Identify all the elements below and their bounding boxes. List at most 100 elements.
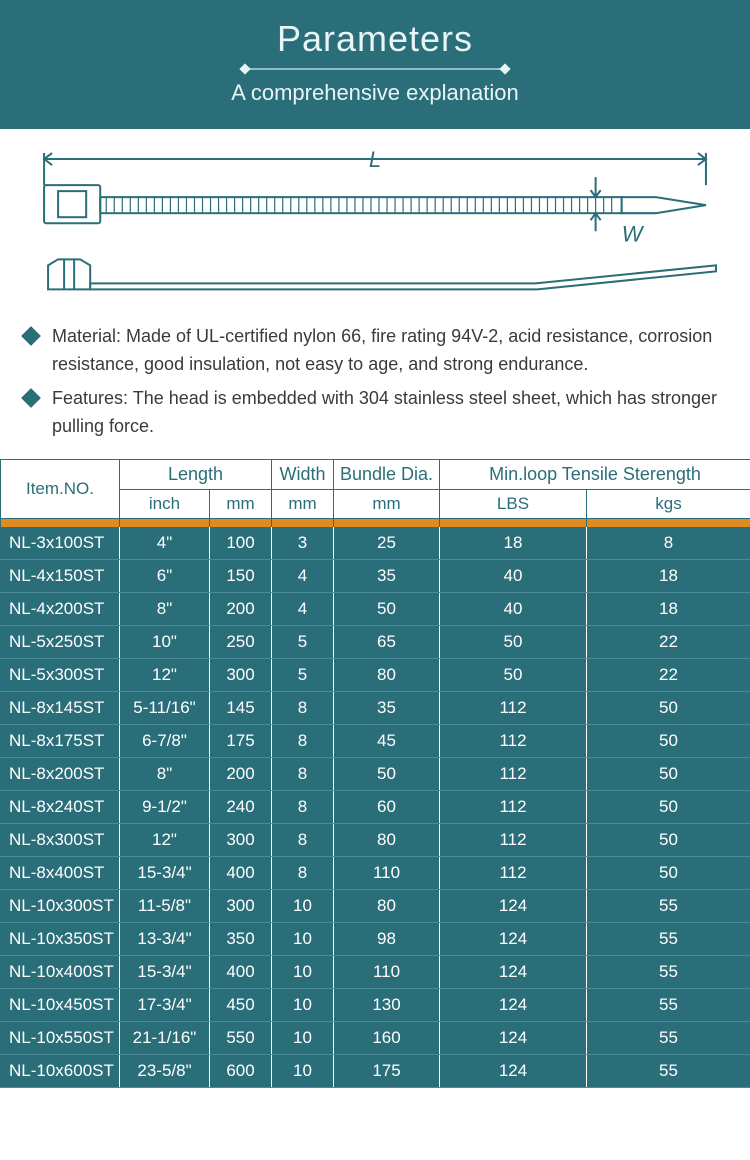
cell-item: NL-3x100ST [1, 527, 120, 560]
cell-wmm: 8 [272, 757, 334, 790]
cell-lbs: 18 [440, 527, 587, 560]
cell-kgs: 50 [587, 691, 750, 724]
cell-kgs: 50 [587, 724, 750, 757]
cell-wmm: 5 [272, 658, 334, 691]
table-row: NL-10x450ST17-3/4"4501013012455 [1, 988, 750, 1021]
cell-kgs: 55 [587, 922, 750, 955]
table-row: NL-8x240ST9-1/2"24086011250 [1, 790, 750, 823]
cell-kgs: 22 [587, 625, 750, 658]
cell-lmm: 200 [210, 757, 272, 790]
cell-item: NL-10x300ST [1, 889, 120, 922]
cell-inch: 15-3/4" [120, 856, 210, 889]
cell-lbs: 112 [440, 724, 587, 757]
cell-lbs: 112 [440, 790, 587, 823]
cell-inch: 12" [120, 658, 210, 691]
cell-wmm: 10 [272, 922, 334, 955]
cell-inch: 11-5/8" [120, 889, 210, 922]
diagram-svg: L W [24, 147, 726, 317]
cell-lbs: 50 [440, 625, 587, 658]
cell-kgs: 18 [587, 592, 750, 625]
cell-lmm: 400 [210, 856, 272, 889]
cell-wmm: 4 [272, 559, 334, 592]
cell-lbs: 40 [440, 559, 587, 592]
cell-bdia: 35 [334, 559, 440, 592]
cell-kgs: 50 [587, 823, 750, 856]
cell-lbs: 50 [440, 658, 587, 691]
header-divider [245, 68, 505, 70]
cell-item: NL-8x300ST [1, 823, 120, 856]
col-tensile: Min.loop Tensile Sterength [440, 460, 750, 490]
cell-item: NL-4x200ST [1, 592, 120, 625]
cell-lbs: 124 [440, 988, 587, 1021]
cell-lmm: 145 [210, 691, 272, 724]
cell-lmm: 350 [210, 922, 272, 955]
cell-lmm: 200 [210, 592, 272, 625]
cell-bdia: 98 [334, 922, 440, 955]
bullet-material: Material: Made of UL-certified nylon 66,… [28, 323, 722, 379]
cell-lbs: 112 [440, 757, 587, 790]
col-bundle-mm: mm [334, 490, 440, 519]
cell-inch: 8" [120, 592, 210, 625]
cell-inch: 15-3/4" [120, 955, 210, 988]
cell-bdia: 45 [334, 724, 440, 757]
cell-bdia: 160 [334, 1021, 440, 1054]
cell-bdia: 80 [334, 658, 440, 691]
cell-item: NL-8x145ST [1, 691, 120, 724]
cell-bdia: 80 [334, 889, 440, 922]
cell-wmm: 4 [272, 592, 334, 625]
table-row: NL-10x300ST11-5/8"300108012455 [1, 889, 750, 922]
cell-item: NL-10x600ST [1, 1054, 120, 1087]
cell-wmm: 10 [272, 1021, 334, 1054]
cell-lmm: 100 [210, 527, 272, 560]
cell-kgs: 50 [587, 757, 750, 790]
cell-kgs: 22 [587, 658, 750, 691]
table-row: NL-10x400ST15-3/4"4001011012455 [1, 955, 750, 988]
cell-wmm: 8 [272, 691, 334, 724]
cell-lmm: 300 [210, 658, 272, 691]
table-row: NL-8x400ST15-3/4"400811011250 [1, 856, 750, 889]
cell-lbs: 40 [440, 592, 587, 625]
header: Parameters A comprehensive explanation [0, 0, 750, 126]
page-subtitle: A comprehensive explanation [0, 80, 750, 106]
cell-kgs: 50 [587, 790, 750, 823]
table-row: NL-5x300ST12"3005805022 [1, 658, 750, 691]
cell-lbs: 112 [440, 691, 587, 724]
cell-lbs: 124 [440, 1021, 587, 1054]
table-row: NL-8x145ST5-11/16"14583511250 [1, 691, 750, 724]
cell-wmm: 10 [272, 988, 334, 1021]
table-row: NL-8x200ST8"20085011250 [1, 757, 750, 790]
cell-kgs: 55 [587, 955, 750, 988]
table-row: NL-5x250ST10"2505655022 [1, 625, 750, 658]
cell-wmm: 5 [272, 625, 334, 658]
cell-inch: 4" [120, 527, 210, 560]
cell-item: NL-10x400ST [1, 955, 120, 988]
diamond-icon [21, 327, 41, 347]
cell-kgs: 55 [587, 1021, 750, 1054]
table-row: NL-4x200ST8"2004504018 [1, 592, 750, 625]
table-row: NL-3x100ST4"100325188 [1, 527, 750, 560]
col-item-no: Item.NO. [1, 460, 120, 519]
page-title: Parameters [0, 18, 750, 60]
cell-wmm: 10 [272, 889, 334, 922]
cell-lbs: 124 [440, 922, 587, 955]
diagram-label-L: L [369, 147, 381, 172]
col-length: Length [120, 460, 272, 490]
cell-lmm: 300 [210, 823, 272, 856]
cell-bdia: 130 [334, 988, 440, 1021]
cell-wmm: 3 [272, 527, 334, 560]
cell-lbs: 124 [440, 1054, 587, 1087]
cell-wmm: 8 [272, 790, 334, 823]
bullet-text: Features: The head is embedded with 304 … [52, 385, 722, 441]
cell-lbs: 124 [440, 955, 587, 988]
cell-bdia: 110 [334, 856, 440, 889]
cell-inch: 5-11/16" [120, 691, 210, 724]
table-row: NL-10x600ST23-5/8"6001017512455 [1, 1054, 750, 1087]
col-length-mm: mm [210, 490, 272, 519]
cell-bdia: 25 [334, 527, 440, 560]
cell-kgs: 55 [587, 988, 750, 1021]
cell-kgs: 50 [587, 856, 750, 889]
cell-item: NL-8x400ST [1, 856, 120, 889]
cell-inch: 10" [120, 625, 210, 658]
col-bundle-dia: Bundle Dia. [334, 460, 440, 490]
cell-bdia: 35 [334, 691, 440, 724]
